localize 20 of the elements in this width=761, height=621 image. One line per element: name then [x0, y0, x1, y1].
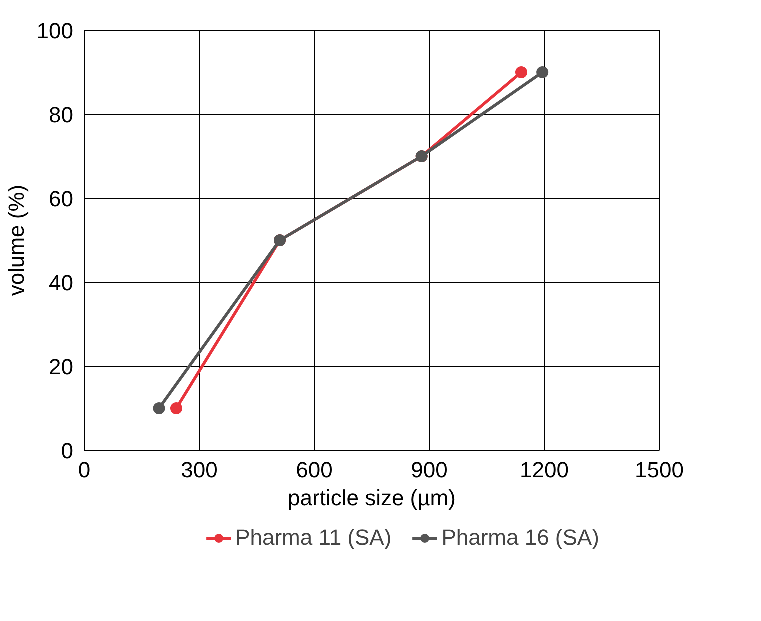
point: [536, 66, 549, 78]
legend-label: Pharma 16 (SA): [442, 525, 600, 551]
y-tick-label: 80: [49, 102, 74, 128]
x-tick-label: 1200: [520, 458, 569, 482]
x-tick-label: 0: [78, 458, 91, 482]
y-tick-label: 20: [49, 354, 74, 380]
point: [170, 402, 182, 414]
y-tick-label: 60: [49, 186, 74, 212]
x-tick-label: 300: [181, 458, 218, 482]
y-axis-title: volume (%): [4, 184, 29, 296]
x-axis-title: particle size (µm): [288, 486, 456, 510]
x-tick-label: 600: [296, 458, 333, 482]
y-tick-label: 100: [36, 18, 74, 44]
x-tick-label: 1500: [635, 458, 684, 482]
y-tick-label: 40: [49, 270, 74, 296]
point: [516, 66, 528, 78]
x-tick-label: 900: [411, 458, 448, 482]
legend-label: Pharma 11 (SA): [236, 525, 392, 551]
y-tick-label: 0: [61, 438, 74, 464]
point: [153, 402, 166, 414]
